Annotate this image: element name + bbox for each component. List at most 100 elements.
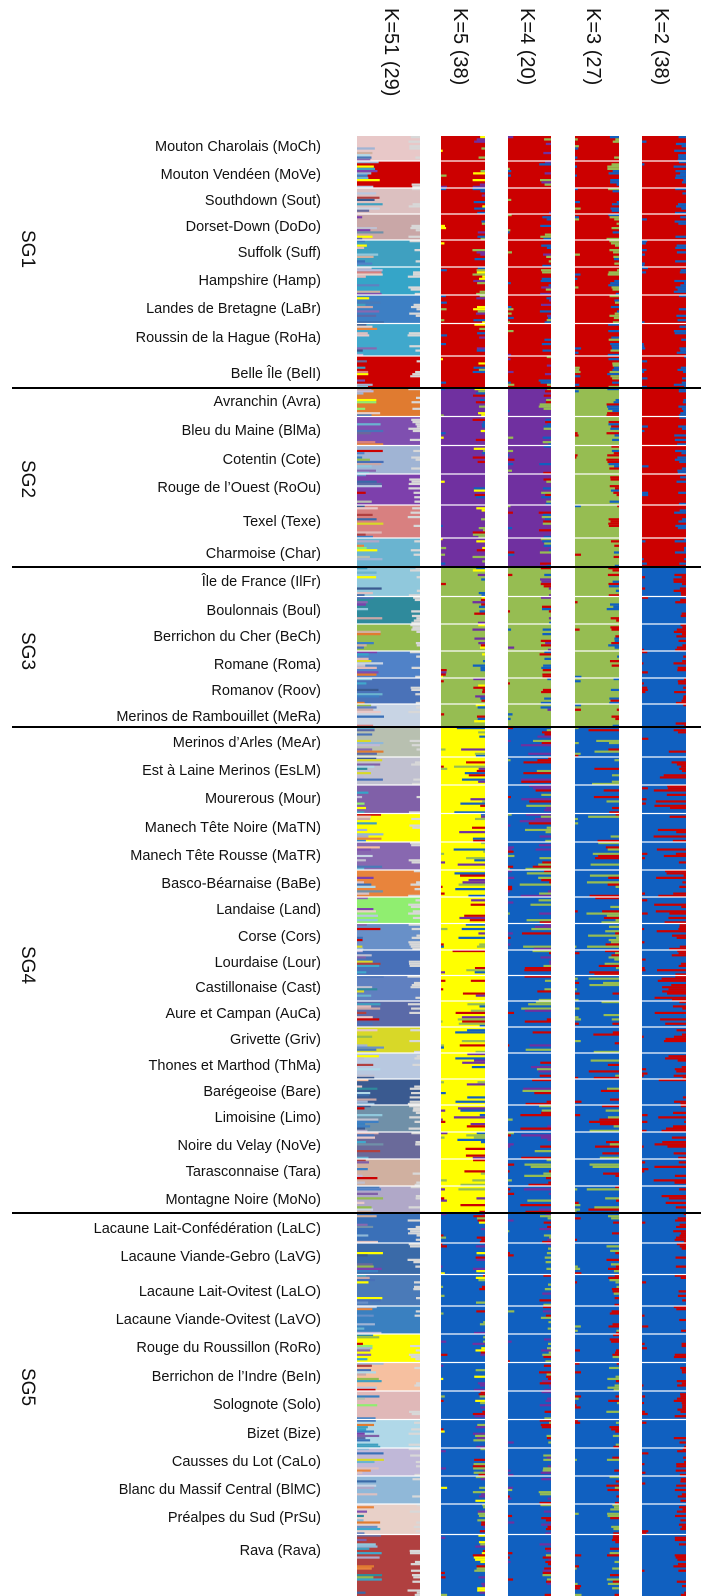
admixture-segment xyxy=(538,1070,551,1073)
admixture-segment xyxy=(441,1467,446,1470)
admixture-segment xyxy=(615,885,619,888)
admixture-segment xyxy=(612,409,619,413)
admixture-segment xyxy=(609,1279,619,1282)
admixture-segment xyxy=(411,183,420,186)
admixture-segment xyxy=(642,1161,646,1164)
admixture-segment xyxy=(441,1044,444,1047)
admixture-segment xyxy=(357,385,368,388)
admixture-segment xyxy=(538,405,551,408)
admixture-segment xyxy=(542,633,551,636)
breed-label: Lacaune Viande-Ovitest (LaVO) xyxy=(115,1312,321,1328)
admixture-segment xyxy=(609,295,619,298)
breed-separator xyxy=(575,415,619,418)
admixture-segment xyxy=(575,456,577,459)
admixture-segment xyxy=(357,1118,379,1121)
admixture-segment xyxy=(543,471,551,474)
admixture-segment xyxy=(548,443,551,446)
admixture-segment xyxy=(357,165,374,168)
admixture-segment xyxy=(677,666,686,669)
admixture-segment xyxy=(521,1156,551,1159)
panel-k51 xyxy=(357,136,420,1596)
breed-separator xyxy=(508,812,551,815)
admixture-segment xyxy=(475,1245,485,1248)
admixture-segment xyxy=(481,1285,485,1288)
breed-separator xyxy=(575,1185,619,1187)
admixture-segment xyxy=(614,544,619,547)
admixture-segment xyxy=(608,323,619,326)
admixture-segment xyxy=(357,653,369,656)
admixture-segment xyxy=(678,1543,686,1546)
admixture-segment xyxy=(540,224,551,227)
admixture-segment xyxy=(676,1510,686,1513)
breed-separator xyxy=(575,213,619,215)
admixture-segment xyxy=(681,1247,686,1250)
admixture-segment xyxy=(357,962,381,965)
breed-block xyxy=(575,1503,619,1535)
admixture-segment xyxy=(529,800,551,803)
admixture-segment xyxy=(610,617,619,620)
admixture-segment xyxy=(475,695,485,698)
admixture-segment xyxy=(459,916,485,920)
structure-panels xyxy=(357,136,686,1596)
admixture-segment xyxy=(678,682,686,685)
admixture-segment xyxy=(455,1057,485,1060)
admixture-segment xyxy=(413,1525,420,1528)
admixture-segment xyxy=(613,1221,619,1224)
admixture-segment xyxy=(542,628,551,631)
admixture-segment xyxy=(642,587,646,590)
breed-label: Lourdaise (Lour) xyxy=(214,955,321,971)
admixture-segment xyxy=(612,1580,619,1583)
admixture-segment xyxy=(357,1430,374,1433)
admixture-segment xyxy=(477,267,485,270)
admixture-segment xyxy=(476,1132,485,1135)
breed-block xyxy=(575,1104,619,1132)
admixture-segment xyxy=(357,1192,378,1195)
admixture-segment xyxy=(546,314,551,317)
breed-separator xyxy=(575,1026,619,1028)
admixture-segment xyxy=(476,347,485,350)
admixture-segment xyxy=(608,567,619,570)
admixture-segment xyxy=(357,327,378,330)
admixture-segment xyxy=(613,1270,619,1273)
breed-block xyxy=(575,567,619,597)
admixture-segment xyxy=(547,1138,551,1141)
admixture-segment xyxy=(479,646,485,649)
breed-block xyxy=(441,187,485,214)
admixture-segment xyxy=(610,242,619,245)
cluster-bar xyxy=(508,975,551,1001)
admixture-segment xyxy=(575,1022,579,1025)
admixture-segment xyxy=(476,567,485,570)
admixture-segment xyxy=(575,434,579,437)
admixture-segment xyxy=(357,724,374,727)
admixture-segment xyxy=(479,1530,485,1533)
admixture-segment xyxy=(607,1116,619,1119)
admixture-segment xyxy=(441,242,445,245)
admixture-segment xyxy=(411,467,420,470)
admixture-segment xyxy=(682,626,686,629)
admixture-segment xyxy=(357,1471,363,1474)
admixture-segment xyxy=(441,1213,447,1216)
breed-separator xyxy=(357,595,420,598)
admixture-segment xyxy=(682,644,686,647)
admixture-segment xyxy=(588,1070,619,1073)
admixture-segment xyxy=(653,1179,686,1182)
admixture-segment xyxy=(539,310,551,313)
admixture-segment xyxy=(479,1114,485,1117)
admixture-segment xyxy=(532,739,551,742)
admixture-segment xyxy=(678,161,686,164)
admixture-segment xyxy=(613,491,619,494)
admixture-segment xyxy=(678,414,686,417)
admixture-segment xyxy=(543,544,551,547)
cluster-bar xyxy=(575,757,619,785)
admixture-segment xyxy=(642,242,646,245)
admixture-segment xyxy=(642,1410,645,1413)
admixture-segment xyxy=(612,1567,619,1570)
admixture-segment xyxy=(607,1582,619,1586)
breed-label: Landes de Bretagne (LaBr) xyxy=(146,301,321,317)
admixture-segment xyxy=(674,551,686,554)
breed-block xyxy=(508,1000,551,1027)
admixture-segment xyxy=(357,1029,378,1032)
admixture-segment xyxy=(542,1574,551,1577)
admixture-segment xyxy=(408,960,420,963)
admixture-segment xyxy=(540,596,551,599)
